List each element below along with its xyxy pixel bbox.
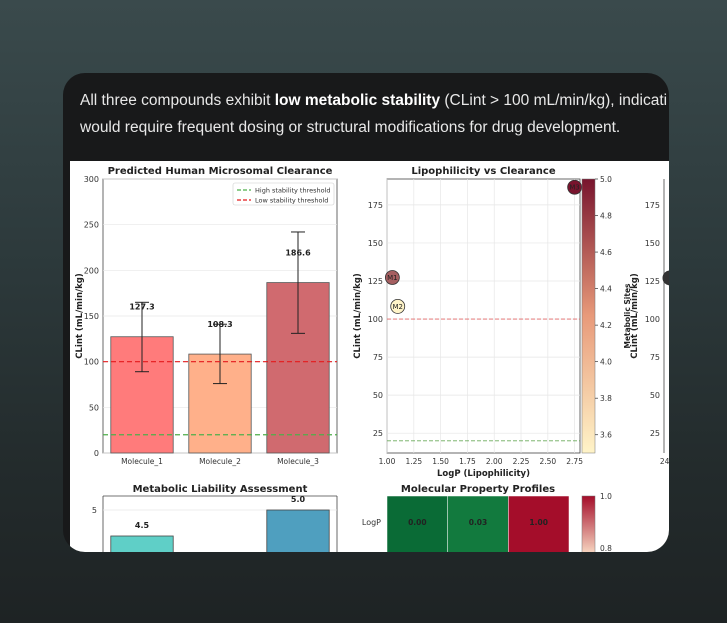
scatter-xtick-label: 2.50	[539, 457, 556, 466]
colorbar-tick-label: 3.8	[600, 394, 612, 403]
heatmap-colorbar-tick: 1.0	[600, 492, 612, 501]
scatter-ytick-label: 25	[373, 429, 383, 438]
legend-label: High stability threshold	[255, 187, 331, 195]
scatter-plot-frame	[386, 178, 581, 454]
bar-ytick-label: 100	[84, 358, 99, 367]
heatmap-cell	[386, 495, 448, 552]
heatmap-colorbar	[581, 495, 596, 552]
scatter-point	[567, 179, 583, 195]
legend-label: Low stability threshold	[255, 197, 328, 205]
scatter-ytick-label: 150	[368, 239, 383, 248]
bar-ytick-label: 150	[84, 312, 99, 321]
scatter-ytick-label: 75	[373, 353, 383, 362]
colorbar-label: Metabolic Sites	[623, 283, 632, 349]
panel3-point	[662, 270, 669, 286]
scatter-ytick-label: 50	[373, 391, 383, 400]
bar-value-label: 186.6	[285, 249, 311, 258]
scatter-xtick-label: 1.00	[379, 457, 396, 466]
heatmap-title: Molecular Property Profiles	[401, 484, 555, 495]
clearance-bar	[188, 353, 252, 454]
chat-message-card: All three compounds exhibit low metaboli…	[63, 73, 669, 552]
scatter-xtick-label: 2.00	[486, 457, 503, 466]
bar-xtick-label: Molecule_1	[121, 457, 163, 466]
heatmap-cell-label: 0.00	[408, 518, 427, 527]
scatter-ytick-label: 175	[368, 201, 383, 210]
scatter-xlabel: LogP (Lipophilicity)	[437, 469, 530, 479]
heatmap-row-label: LogP	[362, 518, 381, 527]
bar-xtick-label: Molecule_3	[277, 457, 319, 466]
scatter-point	[384, 270, 400, 285]
heatmap-cell	[508, 495, 570, 552]
heatmap-cell-label: 0.03	[469, 518, 488, 527]
scatter-point-label: M3	[569, 184, 580, 192]
colorbar-tick-label: 4.8	[600, 212, 612, 221]
bar-value-label: 127.3	[129, 303, 154, 312]
panel3-ytick-label: 50	[650, 391, 660, 400]
scatter-point-label: M2	[392, 303, 403, 311]
colorbar-tick-label: 4.6	[600, 248, 612, 257]
scatter-ytick-label: 125	[368, 277, 383, 286]
scatter-point-label: M1	[387, 274, 398, 282]
scatter-xtick-label: 2.75	[566, 457, 583, 466]
bar-ytick-label: 200	[84, 266, 99, 275]
panel3-xtick-label: 240	[660, 457, 669, 466]
scatter-ylabel: CLint (mL/min/kg)	[353, 273, 363, 359]
message-text: All three compounds exhibit	[80, 92, 275, 109]
panel3-ytick-label: 100	[645, 315, 660, 324]
liability-value-label: 5.0	[291, 495, 306, 504]
colorbar-tick-label: 4.2	[600, 321, 612, 330]
panel3-ytick-label: 175	[645, 201, 660, 210]
scatter-xtick-label: 1.75	[459, 457, 476, 466]
panel3-ytick-label: 150	[645, 239, 660, 248]
liability-ytick-label: 5	[92, 506, 97, 515]
colorbar-tick-label: 3.6	[600, 431, 612, 440]
bar-ytick-label: 300	[84, 175, 99, 184]
bar-ytick-label: 250	[84, 221, 99, 230]
panel3-ytick-label: 125	[645, 277, 660, 286]
scatter-title: Lipophilicity vs Clearance	[411, 166, 556, 177]
heatmap-cell	[447, 495, 509, 552]
scatter-point	[390, 299, 406, 314]
liability-bar	[110, 535, 174, 552]
scatter-ytick-label: 100	[368, 315, 383, 324]
analysis-figure: Predicted Human Microsomal Clearance 0 50 1…	[70, 161, 669, 552]
heatmap-colorbar-tick: 0.8	[600, 544, 612, 552]
bar-ytick-label: 50	[89, 403, 99, 412]
panel3-ytick-label: 75	[650, 353, 660, 362]
heatmap-cell-label: 1.00	[529, 518, 548, 527]
scatter-xtick-label: 1.50	[432, 457, 449, 466]
assistant-message-text: All three compounds exhibit low metaboli…	[80, 87, 669, 141]
bar-ylabel: CLint (mL/min/kg)	[75, 273, 85, 359]
panel3-ylabel: CLint (mL/min/kg)	[630, 273, 640, 359]
bar-chart-title: Predicted Human Microsomal Clearance	[108, 166, 333, 177]
scatter-xtick-label: 2.25	[513, 457, 530, 466]
figure-canvas: Predicted Human Microsomal Clearance 0 50 1…	[75, 166, 669, 552]
message-line-2: would require frequent dosing or structu…	[80, 119, 621, 136]
bar-xtick-label: Molecule_2	[199, 457, 241, 466]
bar-ytick-label: 0	[94, 449, 99, 458]
liability-title: Metabolic Liability Assessment	[133, 484, 308, 495]
message-line-1: All three compounds exhibit low metaboli…	[80, 87, 669, 114]
message-bold-text: low metabolic stability	[274, 92, 441, 109]
bar-legend-box	[232, 182, 335, 206]
liability-value-label: 4.5	[135, 521, 150, 530]
colorbar-tick-label: 4.4	[600, 285, 612, 294]
colorbar-tick-label: 5.0	[600, 175, 612, 184]
bar-value-label: 108.3	[207, 320, 232, 329]
scatter-xtick-label: 1.25	[405, 457, 422, 466]
message-text: (CLint > 100 mL/min/kg), indicati	[440, 92, 668, 109]
colorbar-tick-label: 4.0	[600, 358, 612, 367]
panel3-ytick-label: 25	[650, 429, 660, 438]
liability-bar	[266, 509, 330, 552]
colorbar	[581, 178, 596, 454]
